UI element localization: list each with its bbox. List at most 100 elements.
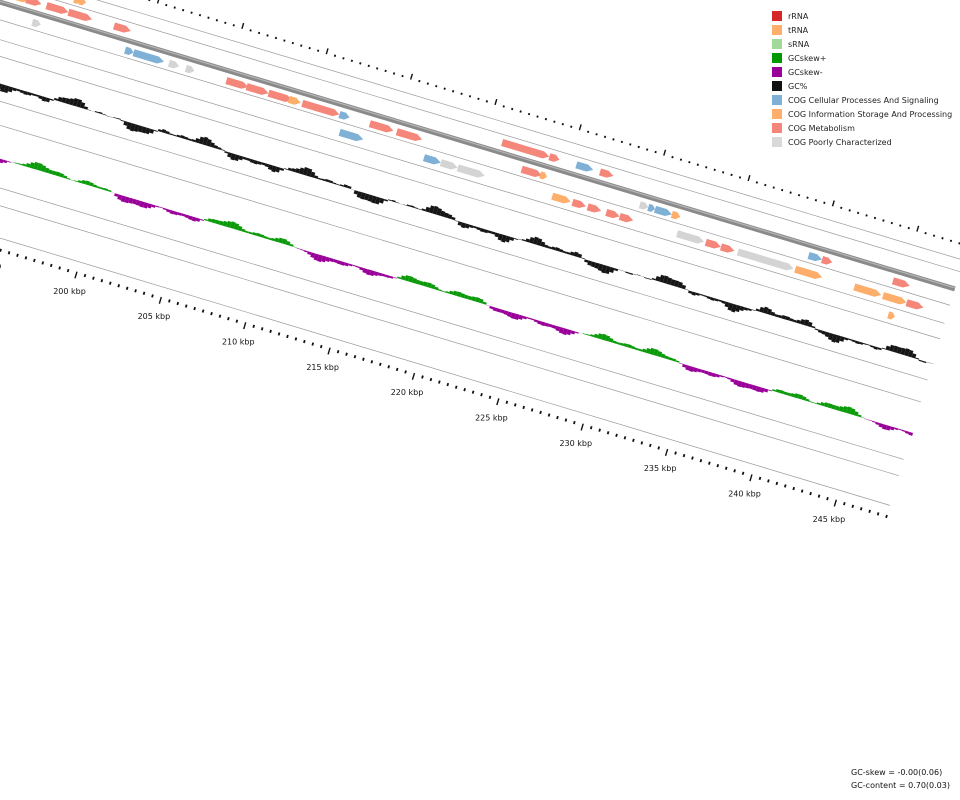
gc-content-bar <box>109 116 114 118</box>
inner-ruler-tick <box>505 400 509 405</box>
gc-skew-minus-bar <box>711 372 717 378</box>
gene-feature-meta <box>112 22 131 33</box>
gc-content-bar <box>91 110 95 113</box>
gc-content-bar <box>536 238 543 246</box>
gc-content-bar <box>577 253 583 259</box>
inner-ruler-tick <box>556 415 559 420</box>
outer-ruler-tick <box>873 216 877 220</box>
gc-skew-plus-bar <box>22 163 27 167</box>
outer-ruler-tick <box>350 59 354 63</box>
gc-skew-plus-bar <box>448 290 454 295</box>
gc-skew-plus-bar <box>218 220 224 226</box>
gene-feature-info <box>670 210 681 220</box>
gc-skew-plus-bar <box>36 162 43 171</box>
gc-content-bar <box>72 98 79 107</box>
outer-ruler-tick <box>435 84 438 88</box>
gc-content-bar <box>831 333 838 343</box>
gc-skew-plus-bar <box>671 358 677 362</box>
gc-skew-minus-bar <box>518 314 524 320</box>
outer-ruler-tick <box>198 13 202 17</box>
outer-ruler-tick <box>738 176 742 179</box>
legend-item-cog-cellular: COG Cellular Processes And Signaling <box>772 93 952 107</box>
outer-ruler-tick <box>595 133 598 136</box>
inner-ruler-tick <box>429 377 433 382</box>
inner-ruler-tick <box>41 261 45 265</box>
gc-skew-minus-bar <box>897 428 902 431</box>
gene-feature-meta <box>586 203 602 213</box>
legend-label: COG Metabolism <box>788 123 855 133</box>
outer-ruler-tick <box>426 82 429 85</box>
gene-feature-meta <box>501 139 550 159</box>
gc-content-bar <box>566 251 571 255</box>
gc-content-bar <box>824 331 830 338</box>
gc-skew-plus-bar <box>237 225 243 232</box>
kbp-label: 235 kbp <box>644 464 677 473</box>
gene-feature-cell <box>653 205 672 217</box>
inner-ruler-tick <box>345 352 348 356</box>
outer-ruler-tick <box>570 125 573 128</box>
legend-label: tRNA <box>788 25 809 35</box>
gc-skew-minus-bar <box>365 269 372 276</box>
outer-ruler-tick <box>663 149 667 156</box>
gc-skew-plus-bar <box>70 179 75 181</box>
inner-ruler-tick <box>100 278 104 283</box>
gc-skew-plus-bar <box>419 280 425 286</box>
inner-ruler-tick <box>800 489 804 493</box>
gc-content-bar <box>651 277 656 281</box>
gc-content-bar <box>261 162 266 166</box>
gc-skew-minus-bar <box>2 159 8 164</box>
gc-content-bar <box>636 274 641 276</box>
gc-skew-minus-bar <box>340 261 346 266</box>
inner-ruler-tick <box>775 481 779 486</box>
gc-content-bar <box>785 316 790 321</box>
inner-ruler-tick <box>480 393 483 397</box>
gc-skew-plus-bar <box>33 161 39 170</box>
outer-ruler-tick <box>418 79 421 83</box>
kbp-label: 205 kbp <box>138 312 171 321</box>
outer-ruler-tick <box>814 199 818 202</box>
inner-ruler-tick <box>252 324 256 329</box>
gc-content-bar <box>87 109 92 111</box>
gc-content-bar <box>695 292 700 296</box>
inner-ruler-tick <box>184 304 188 308</box>
gc-skew-plus-bar <box>55 171 61 177</box>
outer-ruler-tick <box>148 0 151 2</box>
gc-content-bar <box>180 135 185 139</box>
gc-skew-plus-bar <box>77 180 83 184</box>
gc-skew-plus-bar <box>590 334 595 338</box>
gc-content-bar <box>691 291 697 296</box>
gc-content-bar <box>129 123 136 132</box>
gc-skew-minus-bar <box>177 212 182 216</box>
gc-skew-plus-bar <box>259 234 265 238</box>
gc-skew-plus-bar <box>74 180 78 183</box>
gc-skew-plus-bar <box>59 173 64 178</box>
gc-skew-plus-bar <box>226 220 232 228</box>
gc-content-bar <box>703 294 708 298</box>
gc-skew-plus-bar <box>582 333 587 335</box>
gc-skew-minus-bar <box>6 160 11 163</box>
gene-feature-trna <box>73 0 81 4</box>
gc-skew-minus-bar <box>307 251 312 255</box>
outer-ruler-tick <box>519 110 522 113</box>
gc-content-bar <box>807 321 813 328</box>
gc-skew-plus-bar <box>790 392 796 398</box>
gc-skew-plus-bar <box>293 246 297 248</box>
inner-ruler-tick <box>724 466 728 470</box>
track-line <box>0 100 928 381</box>
gc-content-bar <box>521 239 526 242</box>
inner-ruler-tick <box>868 509 871 514</box>
gc-skew-minus-bar <box>377 272 383 277</box>
gc-skew-plus-bar <box>40 165 47 173</box>
outer-ruler-tick <box>224 21 227 25</box>
inner-ruler-tick <box>733 469 736 473</box>
outer-ruler-tick <box>207 16 210 19</box>
outer-ruler-tick <box>831 200 835 207</box>
outer-ruler-tick <box>823 201 826 204</box>
gc-content-bar <box>514 238 518 240</box>
gc-content-bar <box>271 165 277 173</box>
gc-content-bar <box>206 139 212 147</box>
gene-feature-poor <box>167 59 180 69</box>
gc-content-bar <box>866 343 871 346</box>
legend-label: sRNA <box>788 39 810 49</box>
gc-skew-plus-bar <box>675 360 680 363</box>
